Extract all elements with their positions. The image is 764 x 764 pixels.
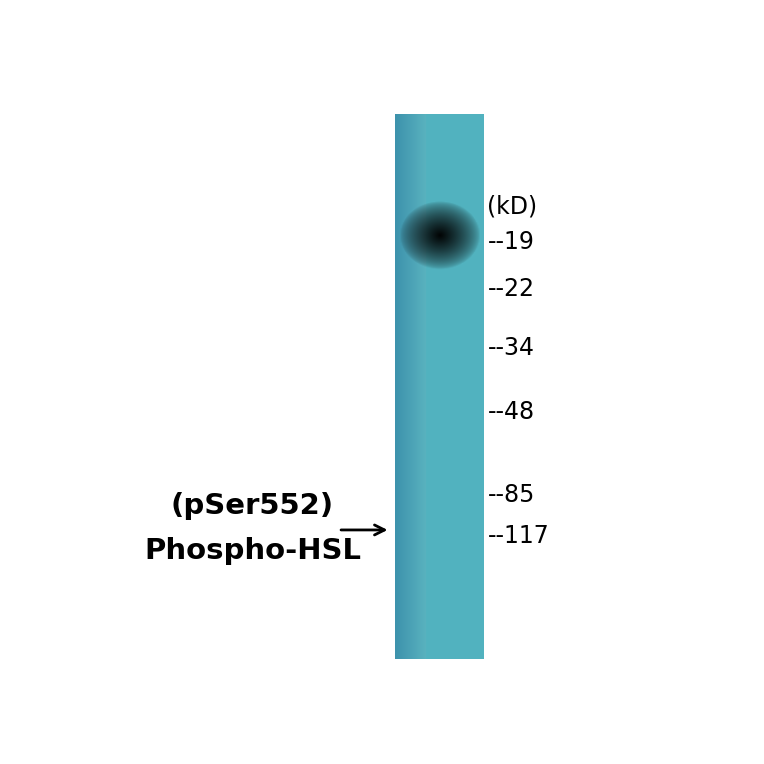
Text: Phospho-HSL: Phospho-HSL: [144, 536, 361, 565]
Text: --34: --34: [487, 335, 535, 360]
Text: --48: --48: [487, 400, 535, 424]
Text: --117: --117: [487, 524, 549, 548]
Text: (kD): (kD): [487, 194, 538, 219]
Text: --85: --85: [487, 483, 535, 507]
Text: (pSer552): (pSer552): [171, 493, 334, 520]
Text: --19: --19: [487, 230, 534, 254]
Text: --22: --22: [487, 277, 535, 301]
